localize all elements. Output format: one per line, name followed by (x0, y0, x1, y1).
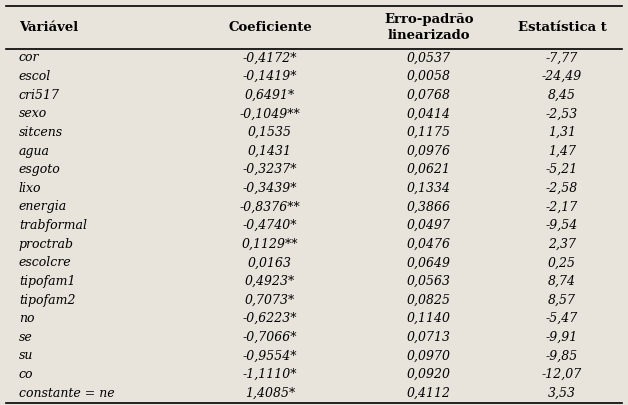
Text: 0,0920: 0,0920 (406, 368, 451, 381)
Text: agua: agua (19, 145, 50, 158)
Text: 0,1535: 0,1535 (248, 126, 292, 139)
Text: 3,53: 3,53 (548, 387, 576, 400)
Text: -5,47: -5,47 (546, 312, 578, 325)
Text: se: se (19, 331, 33, 344)
Text: 0,1334: 0,1334 (406, 182, 451, 195)
Text: 0,0621: 0,0621 (406, 163, 451, 176)
Text: 0,0768: 0,0768 (406, 89, 451, 102)
Text: -9,85: -9,85 (546, 350, 578, 362)
Text: -0,1419*: -0,1419* (243, 70, 297, 83)
Text: -9,91: -9,91 (546, 331, 578, 344)
Text: 0,0058: 0,0058 (406, 70, 451, 83)
Text: tipofam2: tipofam2 (19, 294, 75, 307)
Text: 1,47: 1,47 (548, 145, 576, 158)
Text: 8,74: 8,74 (548, 275, 576, 288)
Text: cri517: cri517 (19, 89, 60, 102)
Text: -0,3237*: -0,3237* (243, 163, 297, 176)
Text: 0,1431: 0,1431 (248, 145, 292, 158)
Text: su: su (19, 350, 33, 362)
Text: 0,0713: 0,0713 (406, 331, 451, 344)
Text: 8,57: 8,57 (548, 294, 576, 307)
Text: -1,1110*: -1,1110* (243, 368, 297, 381)
Text: 0,4923*: 0,4923* (245, 275, 295, 288)
Text: sitcens: sitcens (19, 126, 63, 139)
Text: -0,3439*: -0,3439* (243, 182, 297, 195)
Text: 0,0825: 0,0825 (406, 294, 451, 307)
Text: -0,7066*: -0,7066* (243, 331, 297, 344)
Text: co: co (19, 368, 33, 381)
Text: 1,4085*: 1,4085* (245, 387, 295, 400)
Text: escol: escol (19, 70, 51, 83)
Text: 0,25: 0,25 (548, 256, 576, 269)
Text: 0,0970: 0,0970 (406, 350, 451, 362)
Text: -0,8376**: -0,8376** (240, 200, 300, 213)
Text: -0,4172*: -0,4172* (243, 51, 297, 64)
Text: 0,1129**: 0,1129** (242, 238, 298, 251)
Text: sexo: sexo (19, 107, 47, 120)
Text: cor: cor (19, 51, 40, 64)
Text: 0,7073*: 0,7073* (245, 294, 295, 307)
Text: -2,58: -2,58 (546, 182, 578, 195)
Text: 2,37: 2,37 (548, 238, 576, 251)
Text: tipofam1: tipofam1 (19, 275, 75, 288)
Text: 0,0649: 0,0649 (406, 256, 451, 269)
Text: Erro-padrão
linearizado: Erro-padrão linearizado (384, 13, 474, 42)
Text: 0,0976: 0,0976 (406, 145, 451, 158)
Text: Coeficiente: Coeficiente (228, 21, 312, 34)
Text: -0,6223*: -0,6223* (243, 312, 297, 325)
Text: proctrab: proctrab (19, 238, 74, 251)
Text: -0,9554*: -0,9554* (243, 350, 297, 362)
Text: 0,0476: 0,0476 (406, 238, 451, 251)
Text: -2,53: -2,53 (546, 107, 578, 120)
Text: 0,1140: 0,1140 (406, 312, 451, 325)
Text: no: no (19, 312, 35, 325)
Text: -24,49: -24,49 (542, 70, 582, 83)
Text: constante = ne: constante = ne (19, 387, 114, 400)
Text: 0,3866: 0,3866 (406, 200, 451, 213)
Text: escolcre: escolcre (19, 256, 72, 269)
Text: -12,07: -12,07 (542, 368, 582, 381)
Text: lixo: lixo (19, 182, 41, 195)
Text: 1,31: 1,31 (548, 126, 576, 139)
Text: 8,45: 8,45 (548, 89, 576, 102)
Text: 0,1175: 0,1175 (406, 126, 451, 139)
Text: 0,4112: 0,4112 (406, 387, 451, 400)
Text: 0,6491*: 0,6491* (245, 89, 295, 102)
Text: 0,0414: 0,0414 (406, 107, 451, 120)
Text: Estatística t: Estatística t (517, 21, 607, 34)
Text: trabformal: trabformal (19, 219, 87, 232)
Text: -2,17: -2,17 (546, 200, 578, 213)
Text: 0,0563: 0,0563 (406, 275, 451, 288)
Text: 0,0497: 0,0497 (406, 219, 451, 232)
Text: 0,0537: 0,0537 (406, 51, 451, 64)
Text: -9,54: -9,54 (546, 219, 578, 232)
Text: -0,4740*: -0,4740* (243, 219, 297, 232)
Text: -7,77: -7,77 (546, 51, 578, 64)
Text: 0,0163: 0,0163 (248, 256, 292, 269)
Text: Variável: Variável (19, 21, 78, 34)
Text: -0,1049**: -0,1049** (240, 107, 300, 120)
Text: -5,21: -5,21 (546, 163, 578, 176)
Text: esgoto: esgoto (19, 163, 60, 176)
Text: energia: energia (19, 200, 67, 213)
